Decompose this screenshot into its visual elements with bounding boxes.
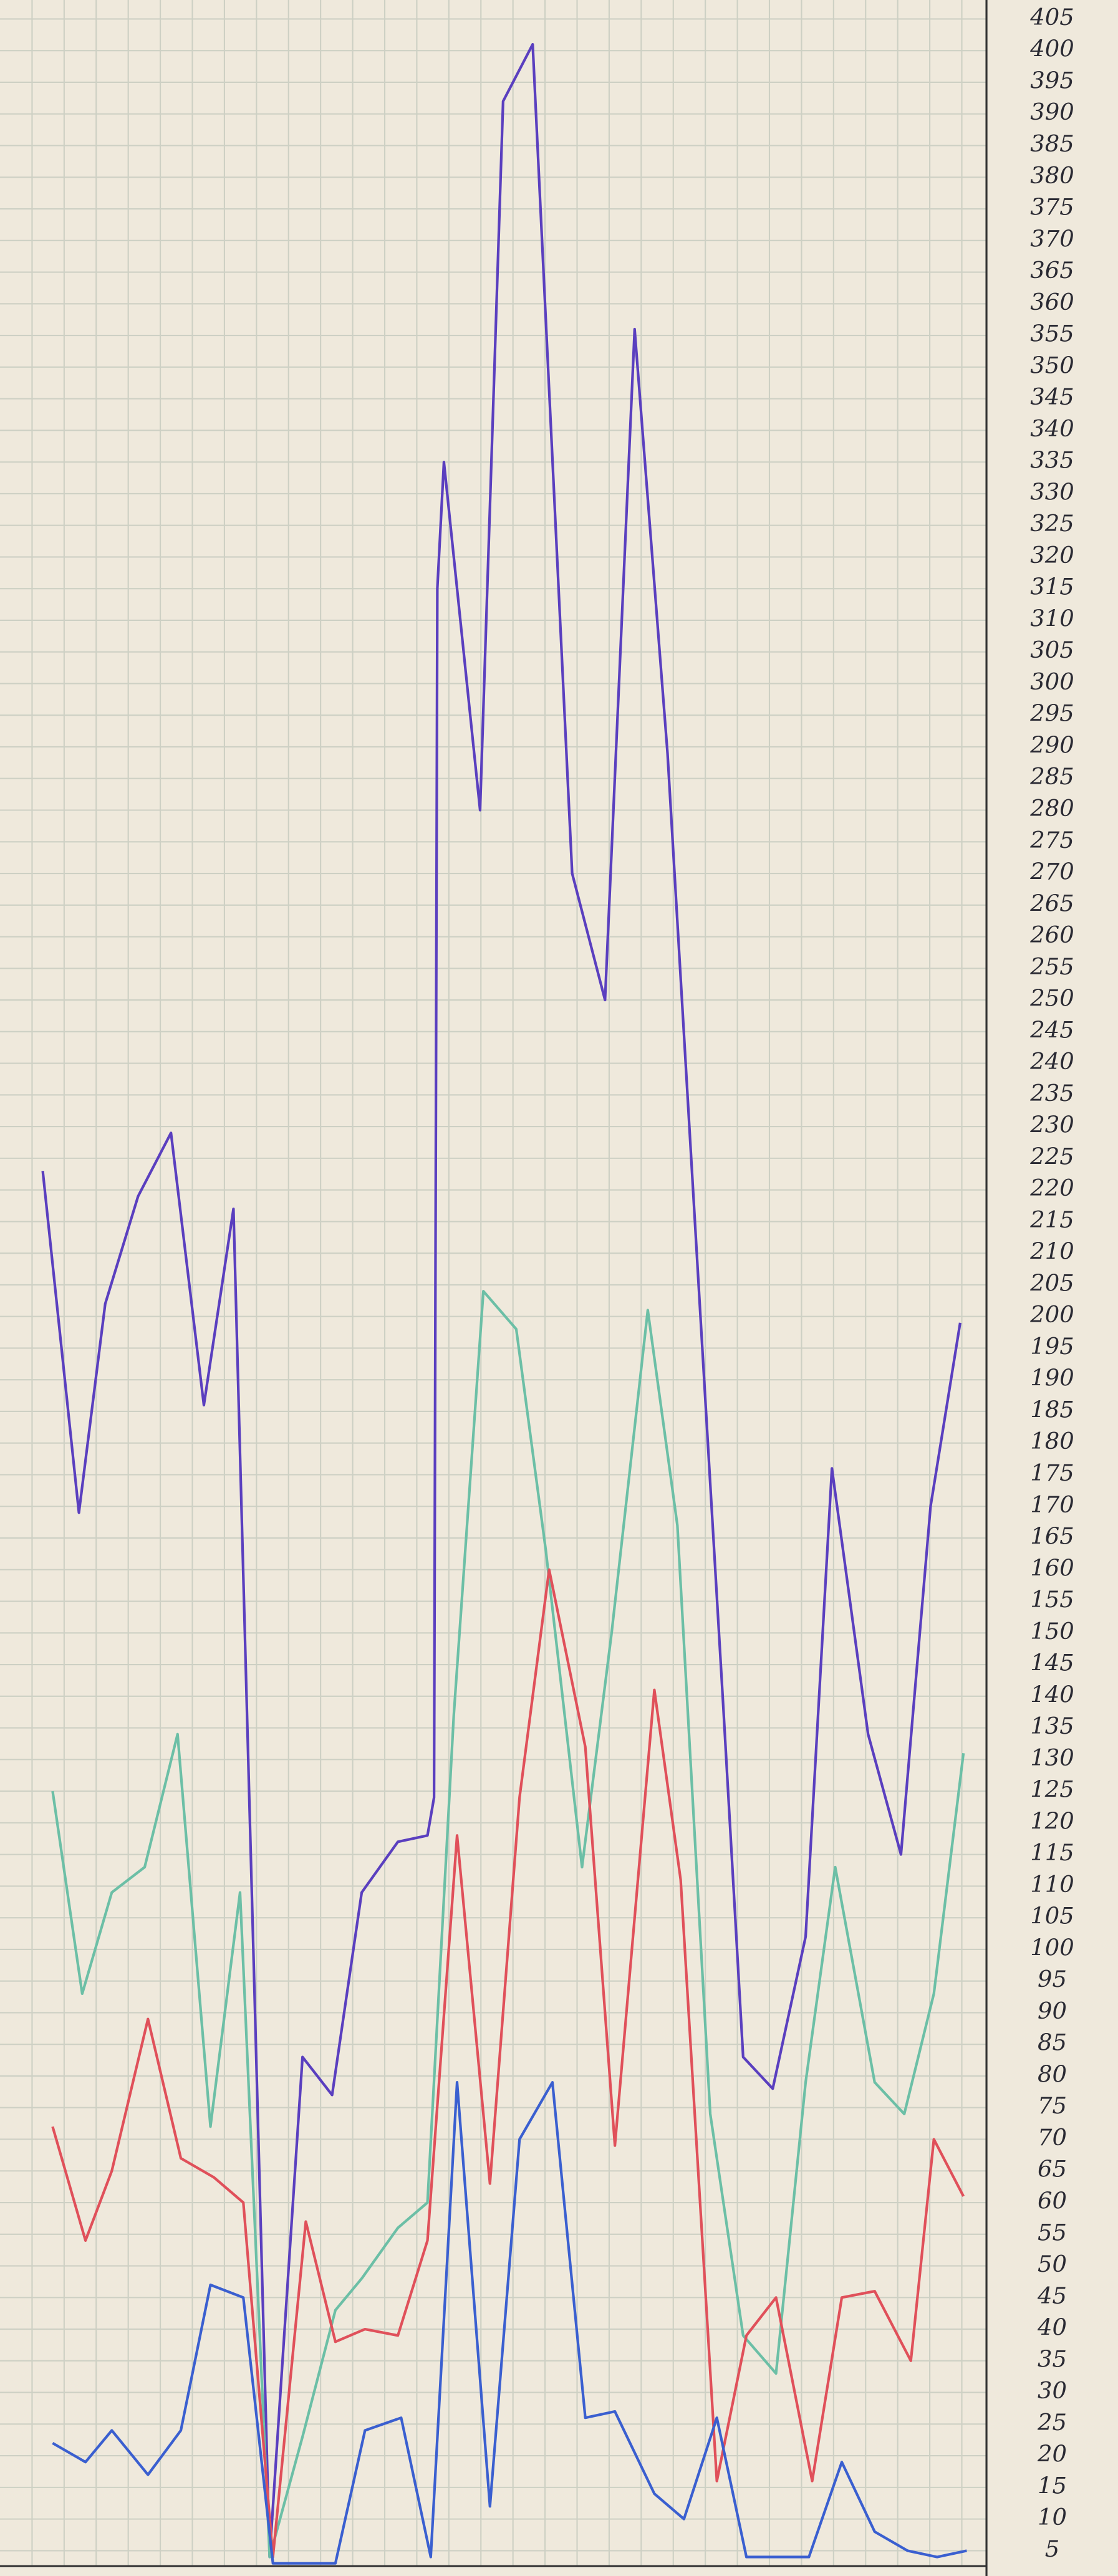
y-tick-label: 380: [1030, 162, 1074, 189]
y-tick-label: 335: [1030, 447, 1074, 474]
y-tick-label: 155: [1030, 1586, 1074, 1613]
y-tick-label: 400: [1029, 36, 1074, 62]
y-tick-label: 145: [1030, 1650, 1074, 1676]
y-tick-label: 340: [1030, 415, 1074, 442]
y-tick-label: 125: [1030, 1776, 1074, 1803]
y-tick-label: 275: [1029, 827, 1074, 853]
y-tick-label: 20: [1037, 2441, 1067, 2468]
y-tick-label: 390: [1030, 99, 1074, 125]
y-tick-label: 135: [1030, 1713, 1074, 1739]
y-tick-label: 85: [1038, 2029, 1067, 2056]
y-tick-label: 60: [1038, 2188, 1067, 2214]
y-tick-label: 110: [1030, 1871, 1074, 1898]
y-tick-label: 355: [1030, 320, 1074, 347]
y-tick-label: 230: [1029, 1112, 1074, 1138]
y-tick-label: 95: [1038, 1966, 1067, 1992]
y-tick-label: 320: [1030, 542, 1074, 569]
y-tick-label: 220: [1029, 1175, 1074, 1201]
y-tick-label: 115: [1030, 1839, 1074, 1866]
y-tick-label: 70: [1038, 2124, 1067, 2151]
data-line: [51, 1289, 965, 2559]
y-tick-label: 285: [1029, 763, 1074, 790]
y-tick-label: 140: [1030, 1681, 1074, 1708]
y-tick-label: 130: [1030, 1744, 1074, 1771]
y-tick-label: 210: [1029, 1238, 1074, 1265]
y-tick-label: 35: [1038, 2345, 1067, 2372]
y-tick-label: 305: [1030, 637, 1074, 663]
y-tick-label: 195: [1030, 1333, 1074, 1360]
y-tick-label: 250: [1029, 985, 1074, 1012]
y-tick-label: 165: [1030, 1523, 1074, 1550]
y-tick-label: 15: [1038, 2472, 1067, 2499]
y-tick-label: 170: [1030, 1491, 1074, 1518]
y-tick-label: 55: [1038, 2219, 1067, 2246]
y-tick-label: 45: [1037, 2282, 1067, 2309]
y-tick-label: 330: [1030, 478, 1074, 505]
y-tick-label: 290: [1029, 731, 1074, 758]
y-tick-label: 90: [1038, 1997, 1067, 2024]
y-tick-label: 65: [1038, 2156, 1067, 2183]
y-tick-label: 310: [1030, 605, 1074, 632]
grid: [0, 0, 987, 2567]
y-tick-label: 280: [1029, 795, 1074, 822]
y-tick-label: 160: [1030, 1554, 1074, 1581]
y-tick-label: 25: [1037, 2409, 1067, 2436]
y-tick-label: 350: [1030, 352, 1074, 378]
data-line: [52, 2081, 967, 2565]
y-tick-label: 265: [1029, 890, 1074, 916]
data-line: [41, 42, 961, 2559]
y-tick-label: 385: [1030, 130, 1074, 157]
y-tick-label: 150: [1030, 1618, 1074, 1645]
y-axis: 4054003953903853803753703653603553503453…: [1029, 4, 1074, 2562]
y-tick-label: 105: [1030, 1903, 1074, 1930]
y-tick-label: 260: [1029, 921, 1074, 948]
y-tick-label: 375: [1030, 194, 1074, 221]
y-tick-label: 395: [1030, 67, 1074, 94]
y-tick-label: 300: [1030, 668, 1074, 695]
y-tick-label: 370: [1030, 225, 1074, 252]
y-tick-label: 75: [1038, 2092, 1067, 2119]
y-tick-label: 245: [1029, 1016, 1074, 1043]
y-tick-label: 235: [1029, 1080, 1074, 1107]
y-tick-label: 190: [1030, 1365, 1074, 1391]
y-tick-label: 215: [1029, 1206, 1074, 1233]
y-tick-label: 185: [1030, 1396, 1074, 1423]
y-tick-label: 120: [1030, 1807, 1074, 1834]
data-line: [51, 1568, 965, 2559]
y-tick-label: 270: [1029, 858, 1074, 885]
y-tick-label: 365: [1030, 257, 1074, 284]
plot: [41, 42, 967, 2565]
y-tick-label: 255: [1029, 953, 1074, 980]
y-tick-label: 315: [1030, 574, 1074, 600]
y-tick-label: 240: [1029, 1048, 1074, 1075]
y-tick-label: 175: [1030, 1459, 1074, 1486]
y-tick-label: 30: [1038, 2377, 1067, 2404]
y-tick-label: 50: [1038, 2251, 1067, 2277]
y-tick-label: 5: [1045, 2535, 1059, 2562]
y-tick-label: 40: [1037, 2314, 1067, 2341]
y-tick-label: 325: [1030, 510, 1074, 537]
y-tick-label: 405: [1029, 4, 1074, 31]
y-tick-label: 200: [1029, 1301, 1074, 1328]
y-tick-label: 180: [1030, 1428, 1074, 1454]
y-tick-label: 225: [1029, 1143, 1074, 1170]
y-tick-label: 295: [1029, 700, 1074, 727]
y-tick-label: 345: [1030, 383, 1074, 410]
y-tick-label: 10: [1038, 2504, 1067, 2530]
y-tick-label: 100: [1030, 1934, 1074, 1961]
y-tick-label: 80: [1038, 2060, 1067, 2087]
y-tick-label: 205: [1029, 1269, 1074, 1296]
y-tick-label: 360: [1030, 289, 1074, 315]
